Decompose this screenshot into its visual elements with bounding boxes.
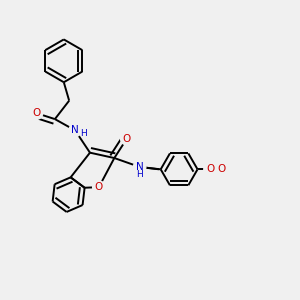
Text: O: O: [217, 164, 226, 174]
Circle shape: [93, 181, 105, 194]
Text: O: O: [95, 182, 103, 192]
Text: O: O: [123, 134, 131, 144]
Circle shape: [134, 161, 146, 173]
Text: N: N: [136, 162, 143, 172]
Circle shape: [204, 163, 216, 176]
Text: N: N: [71, 125, 79, 135]
Circle shape: [121, 133, 133, 145]
Text: H: H: [80, 130, 87, 139]
Text: O: O: [206, 164, 214, 174]
Circle shape: [30, 107, 43, 119]
Text: O: O: [32, 108, 40, 118]
Circle shape: [69, 124, 81, 136]
Text: H: H: [136, 170, 143, 179]
